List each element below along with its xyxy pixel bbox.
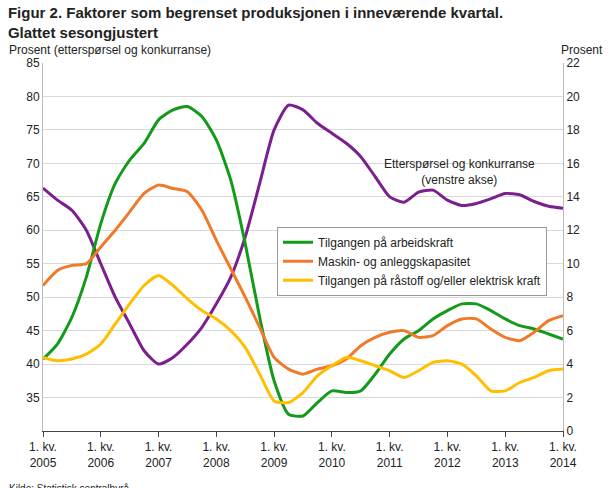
svg-text:14: 14 — [566, 190, 580, 204]
svg-text:1. kv.2014: 1. kv.2014 — [549, 440, 577, 470]
svg-text:10: 10 — [566, 257, 580, 271]
svg-text:60: 60 — [26, 223, 40, 237]
svg-text:2: 2 — [566, 391, 573, 405]
svg-text:1. kv.2008: 1. kv.2008 — [202, 440, 230, 470]
svg-text:45: 45 — [26, 324, 40, 338]
svg-text:1. kv.2011: 1. kv.2011 — [376, 440, 404, 470]
svg-text:12: 12 — [566, 223, 580, 237]
svg-text:40: 40 — [26, 357, 40, 371]
svg-text:Prosent: Prosent — [561, 43, 603, 57]
svg-text:22: 22 — [566, 56, 580, 70]
svg-text:Tilgangen på råstoff og/eller: Tilgangen på råstoff og/eller elektrisk … — [318, 274, 541, 288]
svg-text:Prosent (etterspørsel og konku: Prosent (etterspørsel og konkurranse) — [9, 43, 211, 57]
svg-text:1. kv.2006: 1. kv.2006 — [87, 440, 115, 470]
svg-text:4: 4 — [566, 357, 573, 371]
svg-text:16: 16 — [566, 157, 580, 171]
svg-text:1. kv.2013: 1. kv.2013 — [491, 440, 519, 470]
svg-text:Etterspørsel og konkurranse(ve: Etterspørsel og konkurranse(venstre akse… — [384, 157, 535, 187]
svg-text:6: 6 — [566, 324, 573, 338]
svg-text:20: 20 — [566, 90, 580, 104]
svg-text:55: 55 — [26, 257, 40, 271]
svg-text:Kilde: Statistisk sentralbyrå.: Kilde: Statistisk sentralbyrå. — [9, 483, 132, 488]
svg-text:50: 50 — [26, 290, 40, 304]
svg-text:80: 80 — [26, 90, 40, 104]
svg-text:65: 65 — [26, 190, 40, 204]
svg-text:1. kv.2009: 1. kv.2009 — [260, 440, 288, 470]
svg-text:Maskin- og anleggskapasitet: Maskin- og anleggskapasitet — [318, 255, 471, 269]
svg-text:1. kv.2010: 1. kv.2010 — [318, 440, 346, 470]
svg-text:35: 35 — [26, 391, 40, 405]
svg-text:0: 0 — [566, 424, 573, 438]
svg-text:1. kv.2012: 1. kv.2012 — [434, 440, 462, 470]
svg-text:75: 75 — [26, 123, 40, 137]
svg-text:18: 18 — [566, 123, 580, 137]
svg-text:1. kv.2007: 1. kv.2007 — [145, 440, 173, 470]
svg-text:Tilgangen på arbeidskraft: Tilgangen på arbeidskraft — [318, 236, 454, 250]
svg-text:85: 85 — [26, 56, 40, 70]
svg-text:70: 70 — [26, 157, 40, 171]
svg-text:Figur 2. Faktorer som begrense: Figur 2. Faktorer som begrenset produksj… — [8, 4, 503, 41]
svg-text:1. kv.2005: 1. kv.2005 — [29, 440, 57, 470]
svg-text:8: 8 — [566, 290, 573, 304]
